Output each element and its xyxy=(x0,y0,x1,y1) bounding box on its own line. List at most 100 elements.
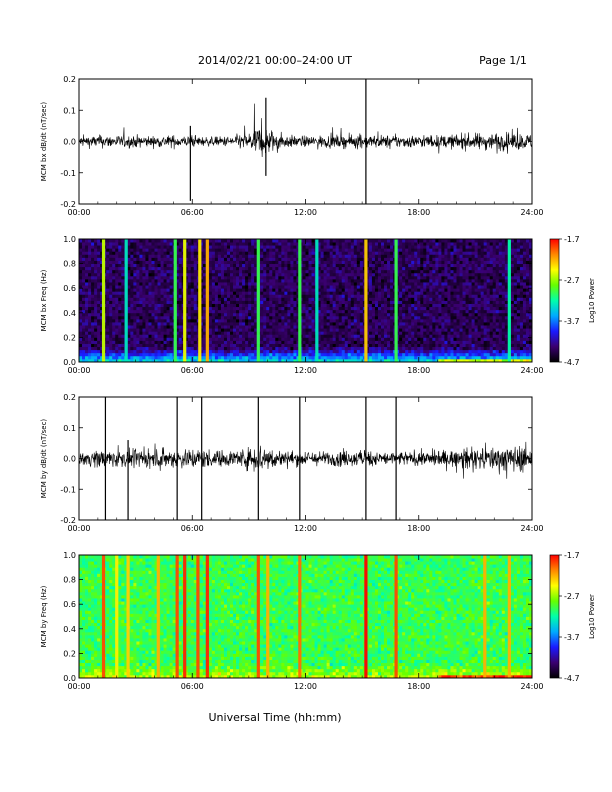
heat-cell xyxy=(109,266,113,271)
heat-cell xyxy=(284,263,288,268)
heat-cell xyxy=(136,294,140,298)
heat-cell xyxy=(396,282,400,286)
heat-cell xyxy=(133,248,137,252)
heat-cell xyxy=(353,297,358,301)
heat-cell xyxy=(199,254,204,258)
heat-cell xyxy=(112,325,116,329)
heat-cell xyxy=(341,251,346,255)
heat-cell xyxy=(414,297,418,301)
heat-cell xyxy=(266,282,270,286)
heat-cell xyxy=(121,260,125,264)
heat-cell xyxy=(302,254,306,258)
heat-cell xyxy=(151,282,155,286)
heat-cell xyxy=(190,328,195,332)
heat-cell xyxy=(326,297,331,301)
heat-cell xyxy=(154,355,158,360)
heat-cell xyxy=(284,312,288,317)
heat-cell xyxy=(230,266,234,271)
heat-cell xyxy=(187,312,192,317)
heat-cell xyxy=(344,254,349,258)
heat-cell xyxy=(251,269,255,274)
heat-cell xyxy=(320,325,325,329)
heat-cell xyxy=(166,269,170,274)
heat-cell xyxy=(341,318,346,323)
heat-cell xyxy=(323,352,328,357)
heat-cell xyxy=(136,291,140,295)
heat-cell xyxy=(94,257,98,261)
heat-cell xyxy=(199,297,204,301)
heat-cell xyxy=(281,312,285,317)
heat-cell xyxy=(402,278,406,283)
heat-cell xyxy=(184,337,189,341)
heat-cell xyxy=(121,248,125,252)
heat-cell xyxy=(136,306,140,311)
heat-cell xyxy=(208,315,213,320)
heat-cell xyxy=(226,346,231,351)
heat-cell xyxy=(142,272,146,277)
heat-cell xyxy=(91,251,95,255)
heat-cell xyxy=(133,343,137,348)
heat-cell xyxy=(332,242,337,246)
heat-cell xyxy=(444,248,448,252)
heat-cell xyxy=(302,340,306,344)
heat-cell xyxy=(187,269,192,274)
heat-cell xyxy=(208,245,213,249)
heat-cell xyxy=(254,318,258,323)
heat-cell xyxy=(441,325,445,329)
heat-cell xyxy=(169,306,174,311)
heat-cell xyxy=(239,337,243,341)
heat-cell xyxy=(151,358,155,362)
heat-cell xyxy=(371,343,376,348)
heat-cell xyxy=(217,337,222,341)
heat-cell xyxy=(223,245,228,249)
heat-cell xyxy=(281,303,285,308)
heat-cell xyxy=(79,275,83,280)
heat-cell xyxy=(402,242,406,246)
heat-cell xyxy=(396,251,400,255)
heat-cell xyxy=(332,328,337,332)
heat-cell xyxy=(441,355,445,360)
heat-cell xyxy=(320,346,325,351)
heat-cell xyxy=(420,251,424,255)
heat-cell xyxy=(408,269,412,274)
heat-cell xyxy=(245,331,249,335)
heat-cell xyxy=(374,257,379,261)
heat-cell xyxy=(293,318,297,323)
heat-cell xyxy=(356,309,361,314)
heat-cell xyxy=(226,282,231,286)
heat-cell xyxy=(88,300,92,304)
heat-cell xyxy=(142,322,146,326)
heat-cell xyxy=(441,346,445,351)
heat-cell xyxy=(178,275,183,280)
heat-cell xyxy=(417,272,421,277)
heat-cell xyxy=(426,318,430,323)
heat-cell xyxy=(302,331,306,335)
heat-cell xyxy=(79,331,83,335)
heat-cell xyxy=(109,288,113,292)
heat-cell xyxy=(269,294,273,298)
heat-cell xyxy=(350,275,355,280)
heat-cell xyxy=(133,322,137,326)
heat-cell xyxy=(136,275,140,280)
heat-cell xyxy=(332,349,337,354)
heat-cell xyxy=(426,272,430,277)
heat-cell xyxy=(399,315,403,320)
heat-cell xyxy=(187,309,192,314)
heat-cell xyxy=(184,257,189,261)
heat-cell xyxy=(175,263,180,268)
heat-cell xyxy=(121,303,125,308)
heat-cell xyxy=(263,239,267,243)
heat-cell xyxy=(157,242,161,246)
heat-cell xyxy=(233,251,237,255)
heat-cell xyxy=(118,300,122,304)
heat-cell xyxy=(248,260,252,264)
heat-cell xyxy=(151,245,155,249)
heat-cell xyxy=(148,346,152,351)
heat-cell xyxy=(420,297,424,301)
heat-cell xyxy=(133,294,137,298)
heat-cell xyxy=(248,340,252,344)
heat-cell xyxy=(187,272,192,277)
heat-cell xyxy=(390,257,394,261)
heat-cell xyxy=(332,282,337,286)
heat-cell xyxy=(332,334,337,338)
